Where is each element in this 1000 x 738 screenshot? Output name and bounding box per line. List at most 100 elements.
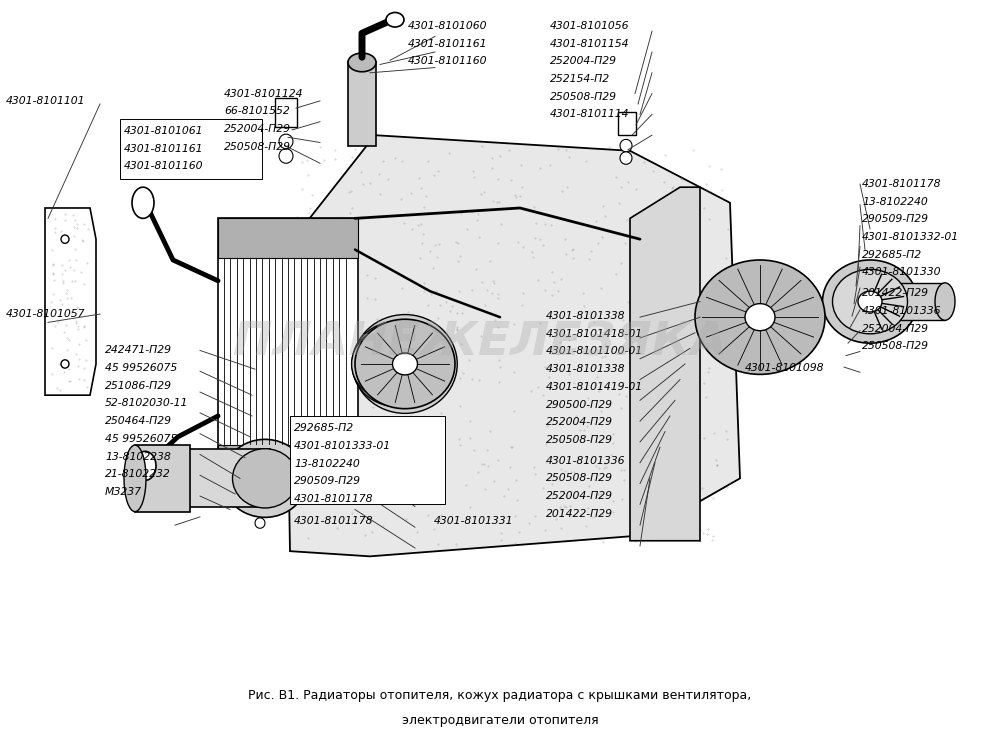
Ellipse shape [61, 360, 69, 368]
Text: 4301-8101057: 4301-8101057 [6, 309, 86, 319]
Text: 13-8102240: 13-8102240 [294, 459, 360, 469]
Ellipse shape [705, 280, 785, 354]
Ellipse shape [355, 320, 455, 409]
Ellipse shape [822, 260, 918, 343]
Ellipse shape [134, 452, 156, 480]
Text: 13-8102238: 13-8102238 [105, 452, 171, 461]
Text: 13-8102240: 13-8102240 [862, 197, 928, 207]
Text: 45 99526075: 45 99526075 [105, 434, 177, 444]
Text: 4301-8101178: 4301-8101178 [862, 179, 942, 189]
Ellipse shape [386, 13, 404, 27]
Ellipse shape [352, 328, 426, 399]
Ellipse shape [124, 445, 146, 511]
Text: 4301-8101332-01: 4301-8101332-01 [862, 232, 959, 242]
Text: 4301-8101060: 4301-8101060 [408, 21, 488, 31]
Ellipse shape [348, 53, 376, 72]
Ellipse shape [620, 152, 632, 165]
Text: 52-8102030-11: 52-8102030-11 [105, 399, 188, 409]
Text: 66-8101552: 66-8101552 [224, 106, 290, 117]
Ellipse shape [745, 303, 775, 331]
Ellipse shape [695, 260, 825, 374]
Polygon shape [630, 187, 700, 541]
Text: 242471-П29: 242471-П29 [105, 345, 172, 356]
Text: 250464-П29: 250464-П29 [105, 416, 172, 426]
Text: 201422-П29: 201422-П29 [862, 289, 929, 298]
Ellipse shape [392, 353, 418, 375]
Text: 250508-П29: 250508-П29 [224, 142, 291, 151]
Ellipse shape [232, 449, 298, 508]
Text: 4301-8101418-01: 4301-8101418-01 [546, 329, 643, 339]
Text: 4301-8101124: 4301-8101124 [224, 89, 304, 99]
Ellipse shape [703, 275, 797, 360]
Text: ПЛАНЕЖЕЛЕЗЯКА: ПЛАНЕЖЕЛЕЗЯКА [233, 321, 727, 365]
Text: Рис. В1. Радиаторы отопителя, кожух радиатора с крышками вентилятора,: Рис. В1. Радиаторы отопителя, кожух ради… [248, 689, 752, 702]
Text: 45 99526075: 45 99526075 [105, 363, 177, 373]
Text: 4301-8101160: 4301-8101160 [408, 56, 488, 66]
Text: 4301-8101100-01: 4301-8101100-01 [546, 346, 643, 356]
Text: 4301-8101336: 4301-8101336 [862, 306, 942, 316]
Ellipse shape [858, 292, 882, 312]
Text: 252004-П29: 252004-П29 [862, 323, 929, 334]
Ellipse shape [935, 283, 955, 320]
Ellipse shape [700, 268, 810, 367]
Text: 292685-П2: 292685-П2 [862, 249, 922, 260]
Text: 4301-8101333-01: 4301-8101333-01 [294, 441, 391, 451]
Text: 252004-П29: 252004-П29 [546, 417, 613, 427]
Text: 290509-П29: 290509-П29 [294, 477, 361, 486]
Ellipse shape [132, 187, 154, 218]
Text: 4301-8101056: 4301-8101056 [550, 21, 630, 31]
Text: 4301-8101154: 4301-8101154 [550, 38, 630, 49]
Ellipse shape [700, 263, 820, 372]
Bar [120, 119, 262, 179]
Text: 4301-8101061: 4301-8101061 [124, 126, 204, 136]
Text: 250508-П29: 250508-П29 [550, 92, 617, 102]
Ellipse shape [61, 235, 69, 244]
Text: 4301-8101178: 4301-8101178 [294, 516, 374, 526]
Text: 250508-П29: 250508-П29 [862, 341, 929, 351]
Text: 252004-П29: 252004-П29 [550, 56, 617, 66]
Ellipse shape [353, 314, 457, 413]
Text: 252154-П2: 252154-П2 [550, 74, 610, 84]
Text: 4301-8101114: 4301-8101114 [550, 109, 630, 120]
Ellipse shape [279, 149, 293, 163]
Ellipse shape [222, 439, 308, 517]
Text: 201422-П29: 201422-П29 [546, 508, 613, 519]
Text: МЗ237: МЗ237 [105, 487, 142, 497]
Ellipse shape [255, 518, 265, 528]
Bar [348, 63, 376, 145]
Polygon shape [285, 135, 740, 556]
Bar [185, 449, 270, 508]
Bar [218, 218, 358, 258]
Polygon shape [45, 208, 96, 395]
Text: 21-8102232: 21-8102232 [105, 469, 171, 479]
Text: 4301-8101331: 4301-8101331 [434, 516, 514, 526]
Ellipse shape [352, 321, 442, 407]
Text: 4301-8101161: 4301-8101161 [124, 144, 204, 154]
Text: 4301-8101160: 4301-8101160 [124, 162, 204, 171]
Ellipse shape [832, 269, 908, 334]
Bar [618, 112, 636, 135]
Text: 4301-8101161: 4301-8101161 [408, 38, 488, 49]
Text: 4301-8101336: 4301-8101336 [546, 455, 626, 466]
Text: 250508-П29: 250508-П29 [546, 435, 613, 445]
Bar [275, 97, 297, 127]
Text: электродвигатели отопителя: электродвигатели отопителя [402, 714, 598, 727]
Bar [218, 218, 358, 468]
Text: 292685-П2: 292685-П2 [294, 424, 354, 433]
Bar [218, 445, 358, 468]
Text: 290500-П29: 290500-П29 [546, 399, 613, 410]
Ellipse shape [279, 134, 293, 149]
Text: 290509-П29: 290509-П29 [862, 215, 929, 224]
Text: 250508-П29: 250508-П29 [546, 473, 613, 483]
Text: 4301-8101101: 4301-8101101 [6, 96, 86, 106]
Bar [290, 416, 445, 504]
Text: 252004-П29: 252004-П29 [546, 491, 613, 501]
Bar [870, 283, 945, 320]
Text: 4301-8101178: 4301-8101178 [294, 494, 374, 504]
Text: 4301-8101098: 4301-8101098 [745, 363, 824, 373]
Text: 4301-8101338: 4301-8101338 [546, 364, 626, 374]
Text: 4301-8101338: 4301-8101338 [546, 311, 626, 321]
Text: 252004-П29: 252004-П29 [224, 124, 291, 134]
Text: 4301-8101330: 4301-8101330 [862, 267, 942, 277]
Text: 251086-П29: 251086-П29 [105, 381, 172, 391]
